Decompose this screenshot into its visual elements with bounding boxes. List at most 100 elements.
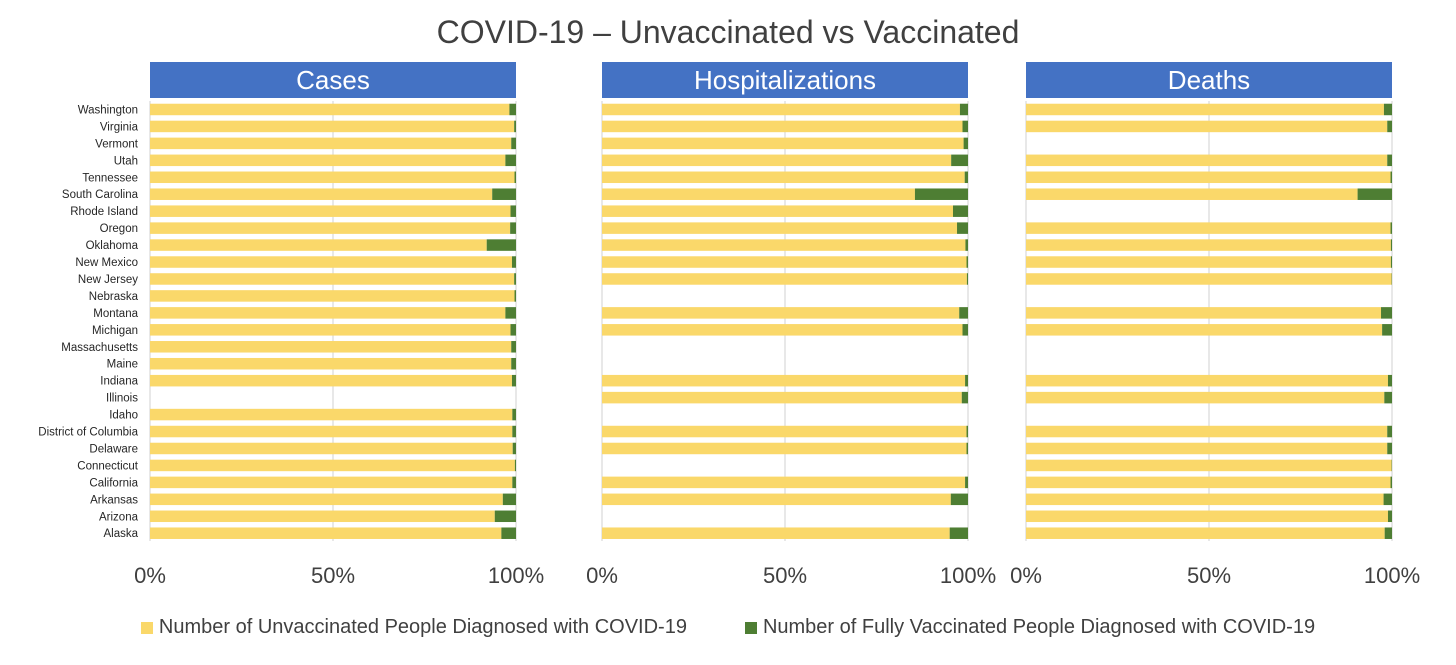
tick-label-hospitalizations-1: 50%: [763, 563, 807, 588]
bar-cases-vaccinated-idaho: [512, 408, 516, 421]
category-label-vermont: Vermont: [95, 138, 139, 150]
bar-hospitalizations-vaccinated-tennessee: [964, 171, 968, 184]
bar-deaths-vaccinated-alaska: [1384, 527, 1392, 539]
bar-cases-vaccinated-oregon: [510, 222, 516, 234]
bar-cases-unvaccinated-nebraska: [150, 290, 515, 302]
bar-hospitalizations-vaccinated-oregon: [957, 222, 968, 234]
tick-label-deaths-2: 100%: [1364, 563, 1420, 588]
bar-hospitalizations-unvaccinated-indiana: [602, 374, 966, 387]
category-label-rhode-island: Rhode Island: [70, 206, 138, 218]
bar-hospitalizations-unvaccinated-utah: [602, 154, 952, 167]
bar-cases-vaccinated-connecticut: [514, 459, 516, 472]
tick-label-deaths-0: 0%: [1010, 563, 1042, 588]
bar-cases-unvaccinated-arizona: [150, 510, 495, 523]
bar-hospitalizations-unvaccinated-arkansas: [602, 493, 951, 506]
bar-deaths-unvaccinated-arkansas: [1026, 493, 1384, 506]
bar-cases-vaccinated-maine: [511, 357, 516, 370]
bar-cases-unvaccinated-south-carolina: [150, 188, 493, 200]
bar-cases-vaccinated-massachusetts: [511, 341, 516, 353]
panel-title-hospitalizations: Hospitalizations: [694, 65, 876, 95]
bar-hospitalizations-unvaccinated-virginia: [602, 120, 963, 133]
bar-hospitalizations-unvaccinated-district-of-columbia: [602, 425, 967, 438]
legend: Number of Unvaccinated People Diagnosed …: [0, 616, 1456, 639]
bar-cases-vaccinated-arizona: [494, 510, 516, 523]
bar-deaths-vaccinated-illinois: [1384, 391, 1392, 404]
tick-label-deaths-1: 50%: [1187, 563, 1231, 588]
bar-deaths-unvaccinated-montana: [1026, 307, 1382, 319]
bar-hospitalizations-vaccinated-montana: [959, 307, 968, 319]
bar-deaths-unvaccinated-new-jersey: [1026, 273, 1392, 285]
category-label-indiana: Indiana: [100, 376, 138, 388]
bar-hospitalizations-vaccinated-delaware: [966, 442, 968, 455]
bar-cases-vaccinated-south-carolina: [492, 188, 516, 200]
tick-label-cases-0: 0%: [134, 563, 166, 588]
bar-hospitalizations-unvaccinated-south-carolina: [602, 188, 915, 200]
bar-deaths-unvaccinated-new-mexico: [1026, 256, 1391, 268]
bar-cases-vaccinated-oklahoma: [486, 239, 516, 251]
bar-cases-vaccinated-delaware: [512, 442, 516, 455]
bar-deaths-unvaccinated-virginia: [1026, 120, 1388, 133]
bar-deaths-unvaccinated-delaware: [1026, 442, 1388, 455]
bar-deaths-vaccinated-tennessee: [1390, 171, 1392, 184]
bar-cases-vaccinated-montana: [505, 307, 516, 319]
bar-deaths-unvaccinated-illinois: [1026, 391, 1385, 404]
bar-deaths-vaccinated-south-carolina: [1357, 188, 1392, 200]
bar-cases-unvaccinated-tennessee: [150, 171, 515, 184]
bar-cases-unvaccinated-alaska: [150, 527, 502, 539]
bar-hospitalizations-vaccinated-south-carolina: [914, 188, 968, 200]
bar-hospitalizations-unvaccinated-tennessee: [602, 171, 965, 184]
category-label-idaho: Idaho: [109, 410, 138, 422]
bar-cases-vaccinated-new-jersey: [514, 273, 516, 285]
category-label-massachusetts: Massachusetts: [61, 342, 138, 354]
panel-header-hospitalizations: [602, 62, 968, 98]
category-label-oklahoma: Oklahoma: [86, 240, 139, 252]
bar-cases-unvaccinated-massachusetts: [150, 341, 512, 353]
bar-deaths-vaccinated-arkansas: [1383, 493, 1392, 506]
tick-label-hospitalizations-0: 0%: [586, 563, 618, 588]
bar-deaths-unvaccinated-michigan: [1026, 324, 1383, 336]
category-label-montana: Montana: [93, 308, 138, 320]
bar-cases-vaccinated-district-of-columbia: [512, 425, 516, 438]
category-label-arkansas: Arkansas: [90, 494, 138, 506]
bar-hospitalizations-unvaccinated-michigan: [602, 324, 963, 336]
legend-item-vaccinated: Number of Fully Vaccinated People Diagno…: [744, 616, 1315, 639]
bar-cases-unvaccinated-arkansas: [150, 493, 503, 506]
bar-cases-unvaccinated-virginia: [150, 120, 515, 133]
bar-deaths-vaccinated-michigan: [1382, 324, 1392, 336]
bar-hospitalizations-unvaccinated-delaware: [602, 442, 967, 455]
bar-hospitalizations-vaccinated-indiana: [965, 374, 968, 387]
bar-deaths-vaccinated-washington: [1383, 103, 1392, 116]
bar-cases-unvaccinated-california: [150, 476, 513, 489]
bar-hospitalizations-vaccinated-new-mexico: [966, 256, 968, 268]
bar-hospitalizations-unvaccinated-illinois: [602, 391, 962, 404]
category-label-arizona: Arizona: [99, 511, 139, 523]
bar-deaths-vaccinated-oklahoma: [1390, 239, 1392, 251]
bar-deaths-vaccinated-california: [1390, 476, 1392, 489]
category-label-new-jersey: New Jersey: [78, 274, 138, 286]
category-label-utah: Utah: [114, 155, 138, 167]
category-label-district-of-columbia: District of Columbia: [38, 427, 138, 439]
bar-hospitalizations-vaccinated-vermont: [963, 137, 968, 150]
category-label-south-carolina: South Carolina: [62, 189, 139, 201]
bar-hospitalizations-vaccinated-district-of-columbia: [966, 425, 968, 438]
bar-hospitalizations-unvaccinated-montana: [602, 307, 960, 319]
bar-cases-unvaccinated-vermont: [150, 137, 512, 150]
category-label-delaware: Delaware: [89, 443, 138, 455]
bar-cases-vaccinated-indiana: [511, 374, 516, 387]
panel-title-deaths: Deaths: [1168, 65, 1250, 95]
bar-cases-unvaccinated-washington: [150, 103, 510, 116]
bar-deaths-vaccinated-montana: [1381, 307, 1392, 319]
bar-hospitalizations-unvaccinated-oregon: [602, 222, 958, 234]
bar-deaths-vaccinated-arizona: [1387, 510, 1392, 523]
category-label-california: California: [89, 477, 138, 489]
bar-cases-vaccinated-utah: [505, 154, 516, 167]
category-label-new-mexico: New Mexico: [75, 257, 138, 269]
category-label-washington: Washington: [78, 104, 138, 116]
bar-hospitalizations-vaccinated-utah: [951, 154, 968, 167]
category-label-illinois: Illinois: [106, 393, 138, 405]
bar-cases-unvaccinated-michigan: [150, 324, 511, 336]
category-label-alaska: Alaska: [103, 528, 138, 540]
bar-deaths-vaccinated-indiana: [1387, 374, 1392, 387]
legend-label-unvaccinated: Number of Unvaccinated People Diagnosed …: [158, 616, 687, 638]
bar-deaths-unvaccinated-tennessee: [1026, 171, 1391, 184]
